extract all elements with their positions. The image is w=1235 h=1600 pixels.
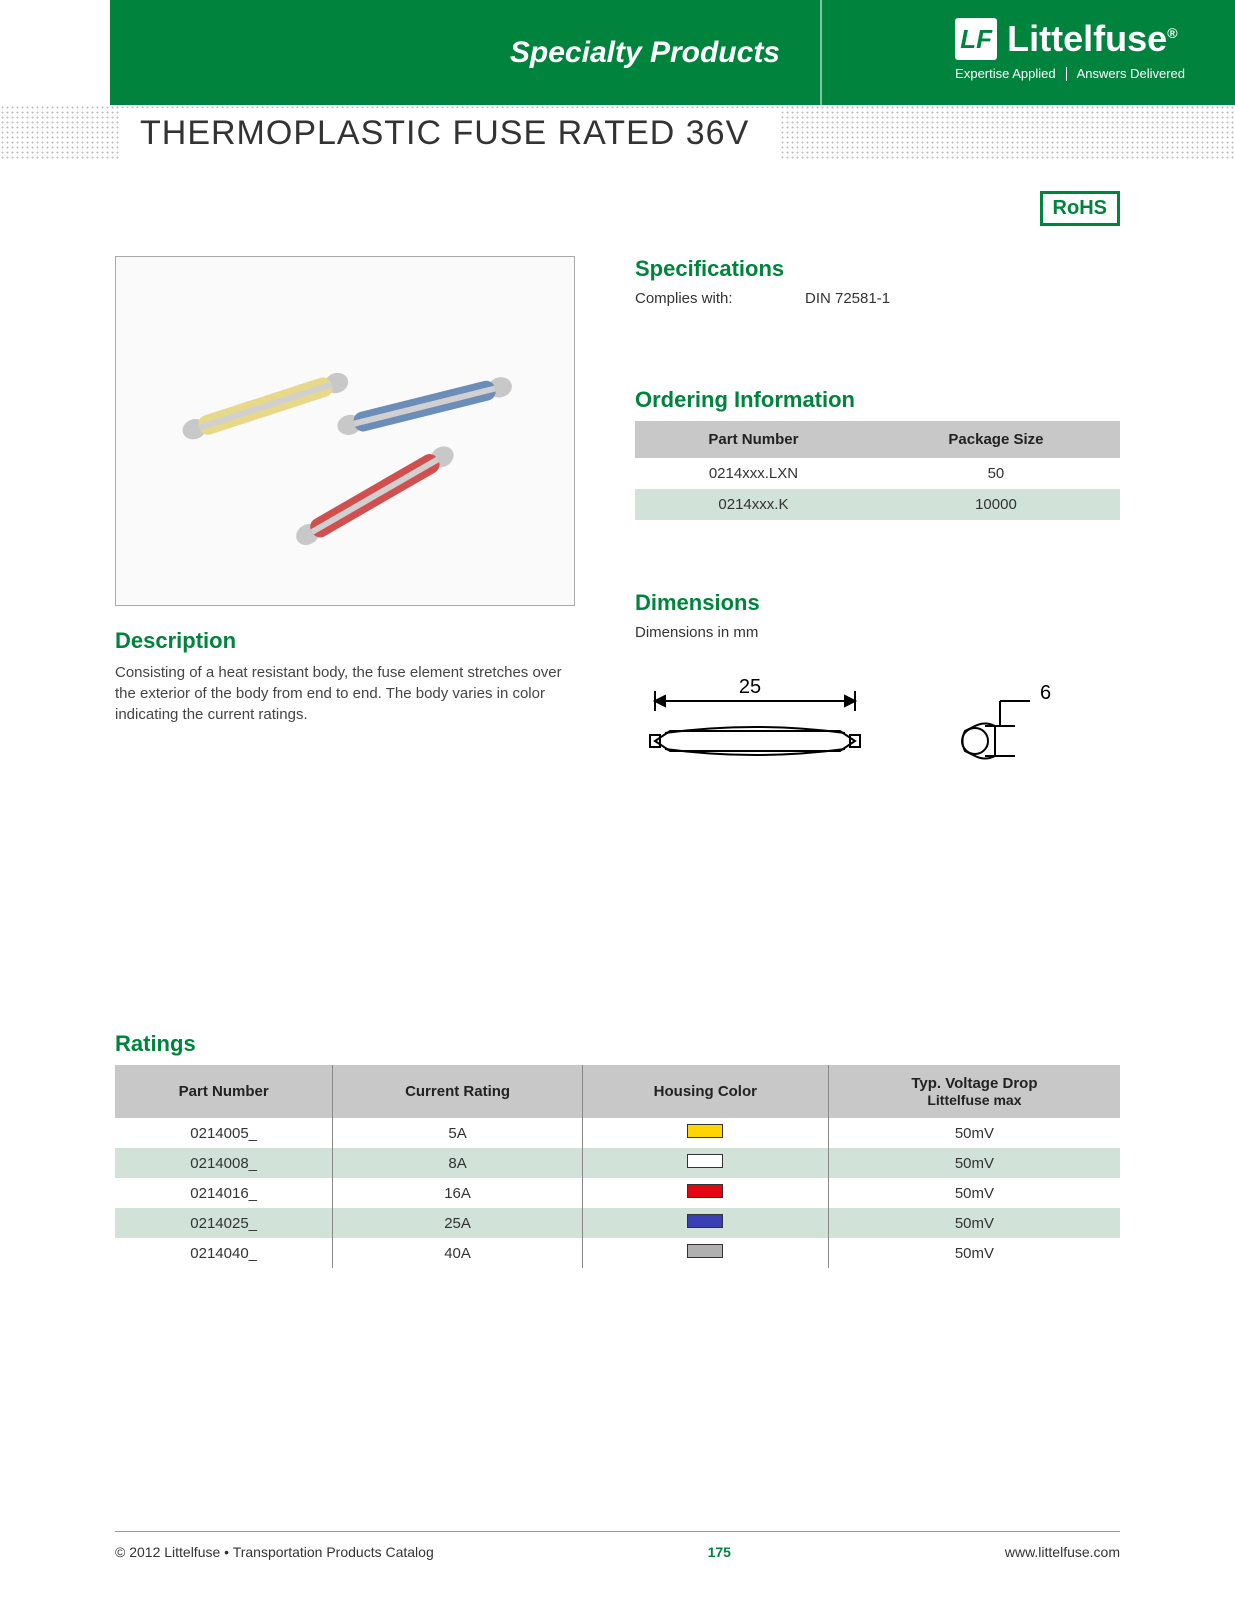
- ratings-part: 0214025_: [115, 1208, 333, 1238]
- footer-page-number: 175: [708, 1544, 731, 1560]
- ratings-color-cell: [582, 1148, 828, 1178]
- spec-row: Complies with: DIN 72581-1: [635, 290, 1120, 307]
- ratings-current: 25A: [333, 1208, 582, 1238]
- ratings-col-current: Current Rating: [333, 1065, 582, 1118]
- ordering-pkg: 10000: [872, 489, 1120, 520]
- brand-text: Littelfuse: [1007, 18, 1167, 59]
- category-title: Specialty Products: [510, 36, 780, 70]
- header-divider: [820, 0, 822, 105]
- ratings-col-vdrop-main: Typ. Voltage Drop: [911, 1075, 1037, 1092]
- datasheet-page: Specialty Products LF Littelfuse® Expert…: [0, 0, 1235, 1600]
- ratings-color-cell: [582, 1118, 828, 1148]
- dim-end-view: 6: [945, 671, 1065, 781]
- logo-row: LF Littelfuse®: [955, 18, 1185, 60]
- footer-right: www.littelfuse.com: [1005, 1544, 1120, 1560]
- ordering-row: 0214xxx.K 10000: [635, 489, 1120, 520]
- ratings-current: 8A: [333, 1148, 582, 1178]
- ratings-row: 0214025_25A 50mV: [115, 1208, 1120, 1238]
- ratings-heading: Ratings: [115, 1031, 1120, 1057]
- two-column-layout: Description Consisting of a heat resista…: [115, 256, 1120, 781]
- page-footer: © 2012 Littelfuse • Transportation Produ…: [115, 1531, 1120, 1560]
- dimensions-drawing: 25 6: [635, 671, 1120, 781]
- ratings-col-vdrop: Typ. Voltage Drop Littelfuse max: [828, 1065, 1120, 1118]
- ordering-table: Part Number Package Size 0214xxx.LXN 50 …: [635, 421, 1120, 520]
- color-swatch: [687, 1184, 723, 1198]
- ordering-heading: Ordering Information: [635, 387, 1120, 413]
- tagline-right: Answers Delivered: [1077, 66, 1185, 81]
- brand-reg: ®: [1167, 25, 1177, 41]
- brand-mark-icon: LF: [955, 18, 997, 60]
- ordering-pkg: 50: [872, 458, 1120, 489]
- ratings-part: 0214040_: [115, 1238, 333, 1268]
- ratings-row: 0214016_16A 50mV: [115, 1178, 1120, 1208]
- ratings-row: 0214008_8A 50mV: [115, 1148, 1120, 1178]
- ratings-vdrop: 50mV: [828, 1208, 1120, 1238]
- color-swatch: [687, 1244, 723, 1258]
- content-area: RoHS: [0, 161, 1235, 1268]
- spec-label: Complies with:: [635, 290, 805, 307]
- ratings-current: 16A: [333, 1178, 582, 1208]
- dimensions-subtitle: Dimensions in mm: [635, 624, 1120, 641]
- description-block: Description Consisting of a heat resista…: [115, 628, 575, 725]
- ratings-col-part: Part Number: [115, 1065, 333, 1118]
- ratings-col-vdrop-sub: Littelfuse max: [837, 1092, 1112, 1108]
- spec-value: DIN 72581-1: [805, 290, 890, 307]
- ratings-part: 0214005_: [115, 1118, 333, 1148]
- dim-height-label: 6: [1040, 682, 1051, 704]
- product-title: THERMOPLASTIC FUSE RATED 36V: [120, 108, 779, 159]
- description-text: Consisting of a heat resistant body, the…: [115, 662, 575, 725]
- ratings-vdrop: 50mV: [828, 1118, 1120, 1148]
- title-band: THERMOPLASTIC FUSE RATED 36V: [0, 105, 1235, 161]
- product-photo-svg: [116, 256, 574, 606]
- color-swatch: [687, 1214, 723, 1228]
- ordering-header-row: Part Number Package Size: [635, 421, 1120, 458]
- ratings-header-row: Part Number Current Rating Housing Color…: [115, 1065, 1120, 1118]
- ratings-vdrop: 50mV: [828, 1238, 1120, 1268]
- brand-name: Littelfuse®: [1007, 18, 1177, 60]
- dim-length-label: 25: [739, 676, 761, 698]
- ratings-current: 5A: [333, 1118, 582, 1148]
- ratings-vdrop: 50mV: [828, 1148, 1120, 1178]
- dim-side-view: 25: [635, 671, 875, 781]
- tagline-left: Expertise Applied: [955, 66, 1055, 81]
- ratings-color-cell: [582, 1178, 828, 1208]
- ratings-row: 0214040_40A 50mV: [115, 1238, 1120, 1268]
- ratings-col-color: Housing Color: [582, 1065, 828, 1118]
- tagline-separator: [1066, 67, 1067, 81]
- ratings-part: 0214016_: [115, 1178, 333, 1208]
- ordering-block: Ordering Information Part Number Package…: [635, 387, 1120, 520]
- product-photo: [115, 256, 575, 606]
- ratings-block: Ratings Part Number Current Rating Housi…: [115, 1031, 1120, 1268]
- footer-left: © 2012 Littelfuse • Transportation Produ…: [115, 1544, 434, 1560]
- brand-block: LF Littelfuse® Expertise Applied Answers…: [955, 18, 1185, 81]
- ratings-vdrop: 50mV: [828, 1178, 1120, 1208]
- ordering-col-part: Part Number: [635, 421, 872, 458]
- ordering-part: 0214xxx.K: [635, 489, 872, 520]
- ordering-col-pkg: Package Size: [872, 421, 1120, 458]
- badge-row: RoHS: [115, 191, 1120, 226]
- header-bar: Specialty Products LF Littelfuse® Expert…: [0, 0, 1235, 105]
- color-swatch: [687, 1124, 723, 1138]
- ordering-part: 0214xxx.LXN: [635, 458, 872, 489]
- brand-tagline: Expertise Applied Answers Delivered: [955, 66, 1185, 81]
- dimensions-heading: Dimensions: [635, 590, 1120, 616]
- ordering-row: 0214xxx.LXN 50: [635, 458, 1120, 489]
- specifications-heading: Specifications: [635, 256, 1120, 282]
- left-column: Description Consisting of a heat resista…: [115, 256, 575, 781]
- specifications-block: Specifications Complies with: DIN 72581-…: [635, 256, 1120, 307]
- ratings-color-cell: [582, 1238, 828, 1268]
- ratings-part: 0214008_: [115, 1148, 333, 1178]
- color-swatch: [687, 1154, 723, 1168]
- right-column: Specifications Complies with: DIN 72581-…: [635, 256, 1120, 781]
- description-heading: Description: [115, 628, 575, 654]
- ratings-table: Part Number Current Rating Housing Color…: [115, 1065, 1120, 1268]
- ratings-color-cell: [582, 1208, 828, 1238]
- header-category-wrap: Specialty Products: [0, 0, 820, 105]
- ratings-row: 0214005_5A 50mV: [115, 1118, 1120, 1148]
- ratings-current: 40A: [333, 1238, 582, 1268]
- dimensions-block: Dimensions Dimensions in mm: [635, 590, 1120, 781]
- rohs-badge: RoHS: [1040, 191, 1120, 226]
